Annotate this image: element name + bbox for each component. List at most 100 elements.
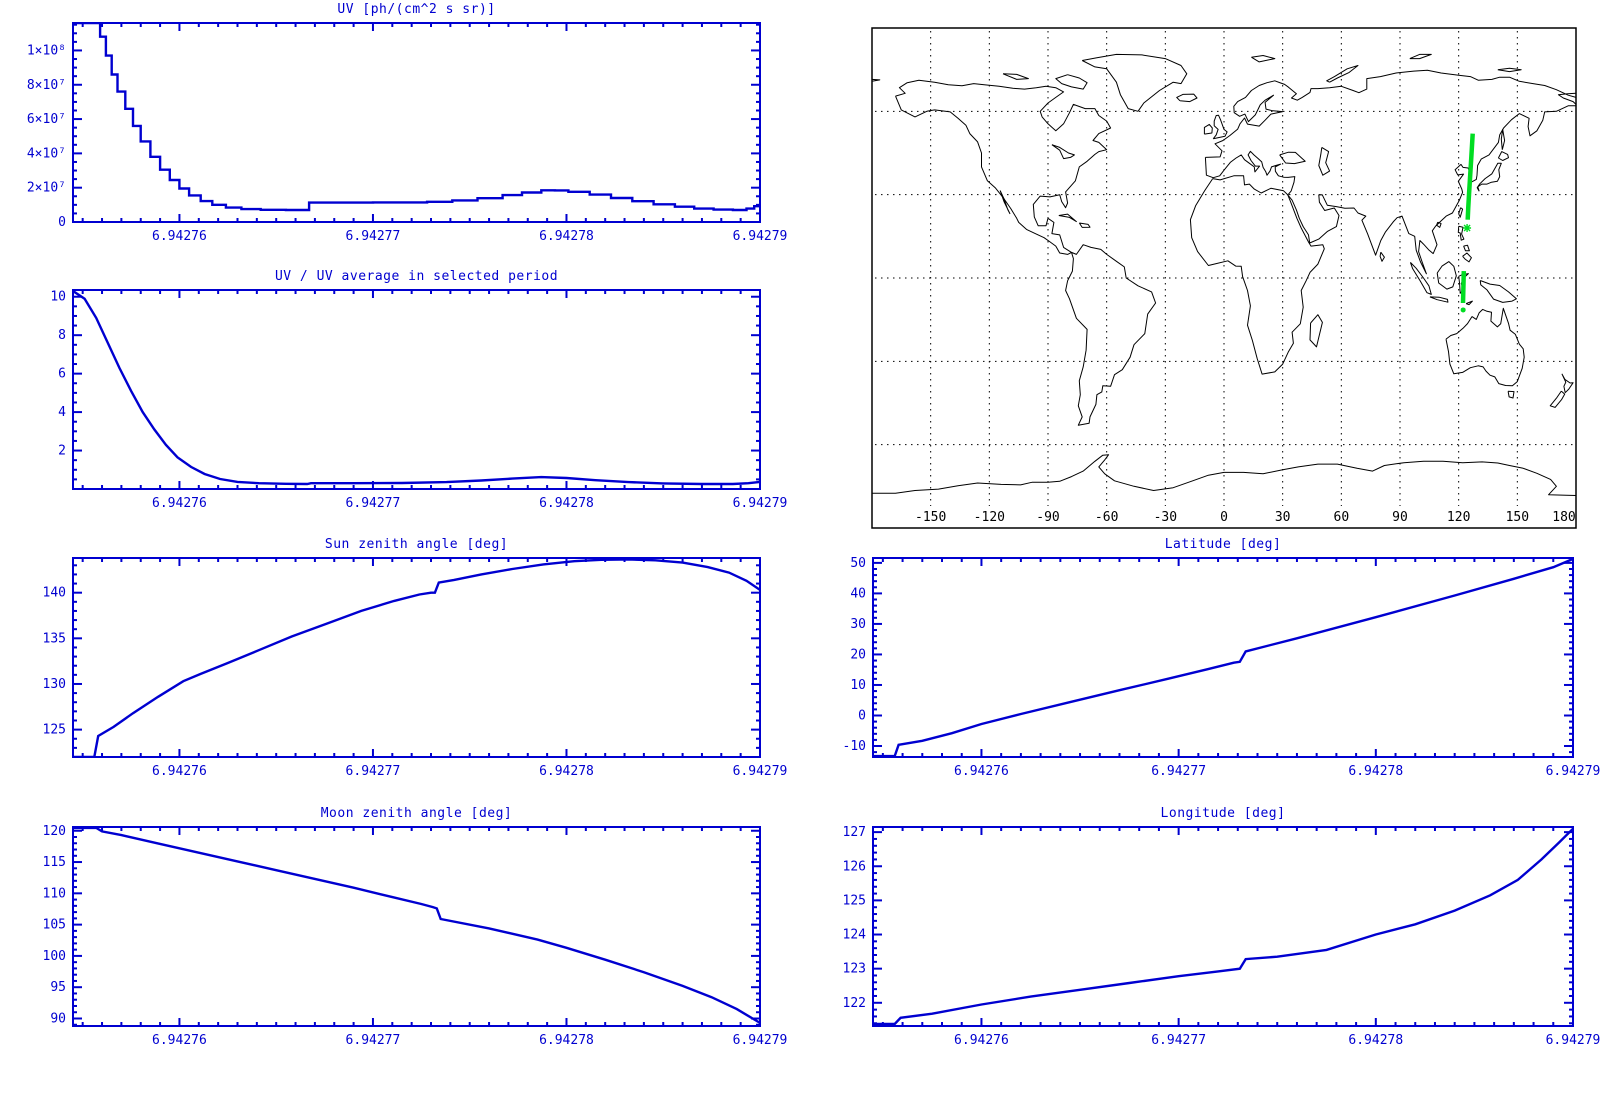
chart-longitude: 6.94276 6.94277 6.94278 6.94279 122 123 124 125…	[843, 825, 1600, 1048]
series-line-sun-zenith	[73, 558, 760, 757]
x-tick-label: 6.94276	[152, 496, 207, 511]
x-tick-label: 6.94276	[954, 1033, 1009, 1048]
map-lon-label: 90	[1392, 510, 1408, 525]
y-tick-label: 125	[843, 893, 866, 908]
map-lon-label: 0	[1220, 510, 1228, 525]
coastline	[1409, 53, 1432, 60]
chart-title-moon-zenith: Moon zenith angle [deg]	[320, 806, 513, 821]
track-dot-marker	[1460, 307, 1466, 313]
map-lon-label: -120	[974, 510, 1005, 525]
coastline	[1497, 67, 1522, 73]
y-tick-label: 120	[43, 824, 66, 839]
map-lon-label: 120	[1447, 510, 1470, 525]
y-tick-label: 90	[50, 1011, 66, 1026]
x-tick-label: 6.94278	[539, 764, 594, 779]
coastline	[1445, 307, 1525, 387]
y-tick-label: 1×10⁸	[27, 43, 66, 58]
y-tick-label: 20	[850, 647, 866, 662]
chart-sun-zenith: 6.94276 6.94277 6.94278 6.94279 125 130 135 140	[43, 557, 787, 779]
coastline	[1436, 221, 1442, 228]
coastline	[1318, 146, 1331, 176]
y-tick-label: 6×10⁷	[27, 112, 66, 127]
y-tick-label: 124	[843, 928, 867, 943]
coastline	[1326, 65, 1359, 83]
coastline	[1176, 93, 1198, 103]
map-lon-label: -30	[1154, 510, 1177, 525]
track-asterisk-marker	[1463, 224, 1472, 232]
map-lon-label: 150	[1506, 510, 1529, 525]
chart-title-latitude: Latitude [deg]	[1164, 537, 1282, 552]
coastline	[895, 79, 1112, 255]
y-tick-label: 0	[858, 708, 866, 723]
coastline	[1279, 151, 1306, 165]
y-tick-label: 123	[843, 962, 866, 977]
plot-frame	[872, 557, 1574, 758]
coastline	[1500, 128, 1506, 150]
map-frame	[871, 27, 1577, 529]
coastline	[1051, 144, 1075, 160]
map-lon-label: -90	[1036, 510, 1059, 525]
chart-moon-zenith: 6.94276 6.94277 6.94278 6.94279 90 95 100 105 11…	[43, 824, 788, 1048]
coastline	[1476, 162, 1502, 192]
y-tick-label: 4×10⁷	[27, 146, 66, 161]
coastline	[1507, 390, 1515, 399]
coastline	[1204, 69, 1577, 275]
coastline	[1457, 225, 1465, 241]
x-tick-label: 6.94277	[346, 496, 401, 511]
coastline	[1462, 252, 1472, 263]
y-tick-label: 2×10⁷	[27, 181, 66, 196]
map-lon-label: 30	[1275, 510, 1291, 525]
map-lon-label: 60	[1334, 510, 1350, 525]
chart-title-uv: UV [ph/(cm^2 s sr)]	[337, 2, 496, 17]
map-lon-label: -150	[915, 510, 946, 525]
coastline	[872, 454, 1577, 496]
x-tick-label: 6.94278	[539, 496, 594, 511]
y-tick-label: 110	[43, 886, 66, 901]
chart-uv-ratio: 6.94276 6.94277 6.94278 6.94279 2 4 6 8 10	[50, 289, 788, 511]
y-tick-label: 50	[850, 556, 866, 571]
y-tick-label: 130	[43, 677, 66, 692]
y-tick-label: -10	[843, 739, 866, 754]
x-tick-label: 6.94278	[539, 229, 594, 244]
series-line-latitude	[873, 558, 1573, 757]
chart-title-longitude: Longitude [deg]	[1160, 806, 1286, 821]
y-tick-label: 115	[43, 855, 66, 870]
coastline	[1251, 55, 1276, 63]
coastline	[1203, 123, 1213, 135]
plot-frame	[72, 22, 761, 223]
y-tick-label: 10	[850, 678, 866, 693]
coastline	[1497, 151, 1509, 161]
y-tick-label: 122	[843, 996, 866, 1011]
y-tick-label: 140	[43, 586, 66, 601]
y-tick-label: 8×10⁷	[27, 78, 66, 93]
x-tick-label: 6.94277	[346, 764, 401, 779]
y-tick-label: 105	[43, 918, 66, 933]
x-tick-label: 6.94277	[346, 1033, 401, 1048]
x-tick-label: 6.94276	[152, 1033, 207, 1048]
x-tick-label: 6.94277	[1151, 764, 1206, 779]
ground-track	[1465, 133, 1475, 220]
x-tick-label: 6.94279	[733, 1033, 788, 1048]
coastline	[1058, 213, 1077, 223]
y-tick-label: 127	[843, 825, 866, 840]
x-tick-label: 6.94279	[733, 496, 788, 511]
y-tick-label: 100	[43, 949, 66, 964]
y-tick-label: 8	[58, 328, 66, 343]
chart-title-uv-ratio: UV / UV average in selected period	[274, 269, 559, 284]
coastline	[1409, 262, 1432, 295]
coastline	[1055, 74, 1088, 90]
x-tick-label: 6.94277	[346, 229, 401, 244]
plot-frame	[72, 826, 761, 1027]
x-tick-label: 6.94276	[152, 764, 207, 779]
coastline	[1379, 251, 1385, 262]
x-tick-label: 6.94279	[1546, 1033, 1600, 1048]
coastline	[1479, 280, 1517, 303]
coastline	[1309, 314, 1323, 348]
y-tick-label: 4	[58, 405, 66, 420]
coastline	[1078, 222, 1091, 228]
x-tick-label: 6.94278	[539, 1033, 594, 1048]
map-lon-label: 180	[1552, 510, 1575, 525]
ground-track	[1460, 271, 1467, 304]
